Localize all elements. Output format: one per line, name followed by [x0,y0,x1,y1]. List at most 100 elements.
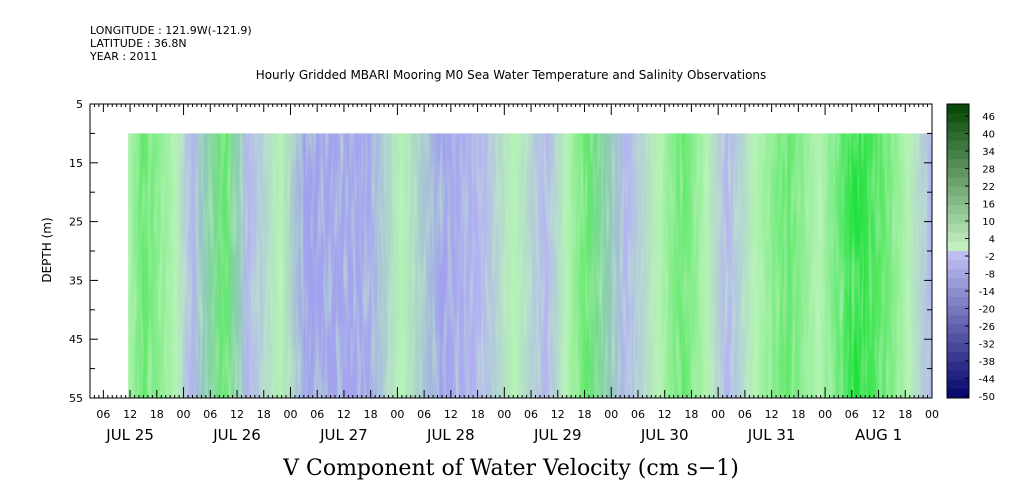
colorbar-band [947,223,969,234]
colorbar-band [947,104,969,114]
colorbar-label: 10 [982,217,995,228]
colorbar-band [947,113,969,123]
x-hour-label: 18 [684,408,698,421]
x-day-label: JUL 27 [319,426,368,444]
x-hour-label: 18 [578,408,592,421]
x-hour-label: 00 [925,408,939,421]
y-tick-label: 55 [69,392,83,405]
x-day-label: JUL 30 [640,426,689,444]
y-tick-label: 5 [76,98,83,111]
y-tick-label: 25 [69,216,83,229]
colorbar-band [947,269,969,280]
x-hour-label: 12 [551,408,565,421]
colorbar-band [947,214,969,224]
x-hour-label: 18 [364,408,378,421]
x-hour-label: 00 [390,408,404,421]
colorbar-label: 22 [982,182,995,193]
x-hour-label: 18 [471,408,485,421]
x-hour-label: 18 [257,408,271,421]
colorbar-border [946,103,970,399]
colorbar-band [947,315,969,325]
header-metadata: LONGITUDE : 121.9W(-121.9) LATITUDE : 36… [90,24,252,63]
colorbar-band [947,122,969,133]
colorbar-band [947,177,969,188]
x-hour-label: 18 [791,408,805,421]
velocity-field-streaks [128,133,932,398]
x-hour-label: 00 [283,408,297,421]
colorbar-band [947,195,969,206]
x-hour-label: 00 [604,408,618,421]
x-hour-label: 06 [631,408,645,421]
x-day-label: JUL 28 [426,426,475,444]
colorbar-band [947,333,969,344]
y-tick-label: 15 [69,157,83,170]
colorbar-label: 46 [982,112,995,123]
colorbar-label: -50 [979,392,995,403]
x-axis-label: V Component of Water Velocity (cm s−1) [282,456,739,481]
colorbar-label: -14 [979,287,995,298]
colorbar-band [947,370,969,381]
x-hour-label: 12 [444,408,458,421]
colorbar-band [947,241,969,252]
colorbar-label: -8 [985,270,995,281]
y-tick-label: 45 [69,333,83,346]
colorbar-band [947,131,969,142]
colorbar-band [947,251,969,261]
colorbar-band [947,232,969,243]
x-hour-label: 12 [872,408,886,421]
colorbar: 46 40 34 28 22 16 10 4 -2 -8 -14 -20 -26 -32 -38 -44 -50 [946,103,995,403]
x-hour-label: 06 [203,408,217,421]
colorbar-band [947,379,969,390]
x-hour-label: 06 [524,408,538,421]
colorbar-label: -44 [979,375,995,386]
x-hour-label: 06 [845,408,859,421]
x-hour-label: 00 [497,408,511,421]
x-day-label: JUL 29 [533,426,582,444]
colorbar-band [947,388,969,399]
x-hour-label: 06 [310,408,324,421]
x-hour-label: 18 [898,408,912,421]
colorbar-band [947,159,969,169]
year-label: YEAR : 2011 [90,50,158,63]
x-hour-label: 06 [96,408,110,421]
x-day-label: JUL 25 [105,426,154,444]
colorbar-band [947,168,969,178]
colorbar-band [947,149,969,160]
longitude-label: LONGITUDE : 121.9W(-121.9) [90,24,252,37]
x-hour-label: 12 [123,408,137,421]
colorbar-label: 40 [982,130,995,141]
x-hour-label: 12 [658,408,672,421]
colorbar-label: -38 [979,357,995,368]
colorbar-label: -26 [979,322,995,333]
colorbar-label: -2 [985,252,995,263]
colorbar-band [947,140,969,151]
x-hour-label: 18 [150,408,164,421]
y-tick-label: 35 [69,274,83,287]
colorbar-label: -20 [979,305,995,316]
colorbar-band [947,352,969,362]
colorbar-band [947,287,969,298]
x-hour-label: 06 [417,408,431,421]
colorbar-band [947,260,969,270]
y-axis-label: DEPTH (m) [40,217,54,282]
chart-title: Hourly Gridded MBARI Mooring M0 Sea Wate… [255,68,767,82]
colorbar-label: 34 [982,147,995,158]
x-hour-label: 00 [711,408,725,421]
x-day-label: AUG 1 [855,426,902,444]
x-hour-label: 00 [818,408,832,421]
x-hour-label: 06 [738,408,752,421]
colorbar-label: -32 [979,340,995,351]
colorbar-band [947,186,969,197]
x-day-label: JUL 31 [747,426,796,444]
colorbar-label: 28 [982,165,995,176]
x-hour-label: 12 [230,408,244,421]
colorbar-band [947,361,969,371]
x-hour-label: 00 [177,408,191,421]
colorbar-band [947,296,969,307]
x-axis: 06 12 18 00 06 12 18 00 06 12 18 00 06 12 18 00 06 12 18 00… [89,104,939,444]
colorbar-band [947,306,969,316]
colorbar-band [947,342,969,353]
colorbar-label: 16 [982,200,995,211]
